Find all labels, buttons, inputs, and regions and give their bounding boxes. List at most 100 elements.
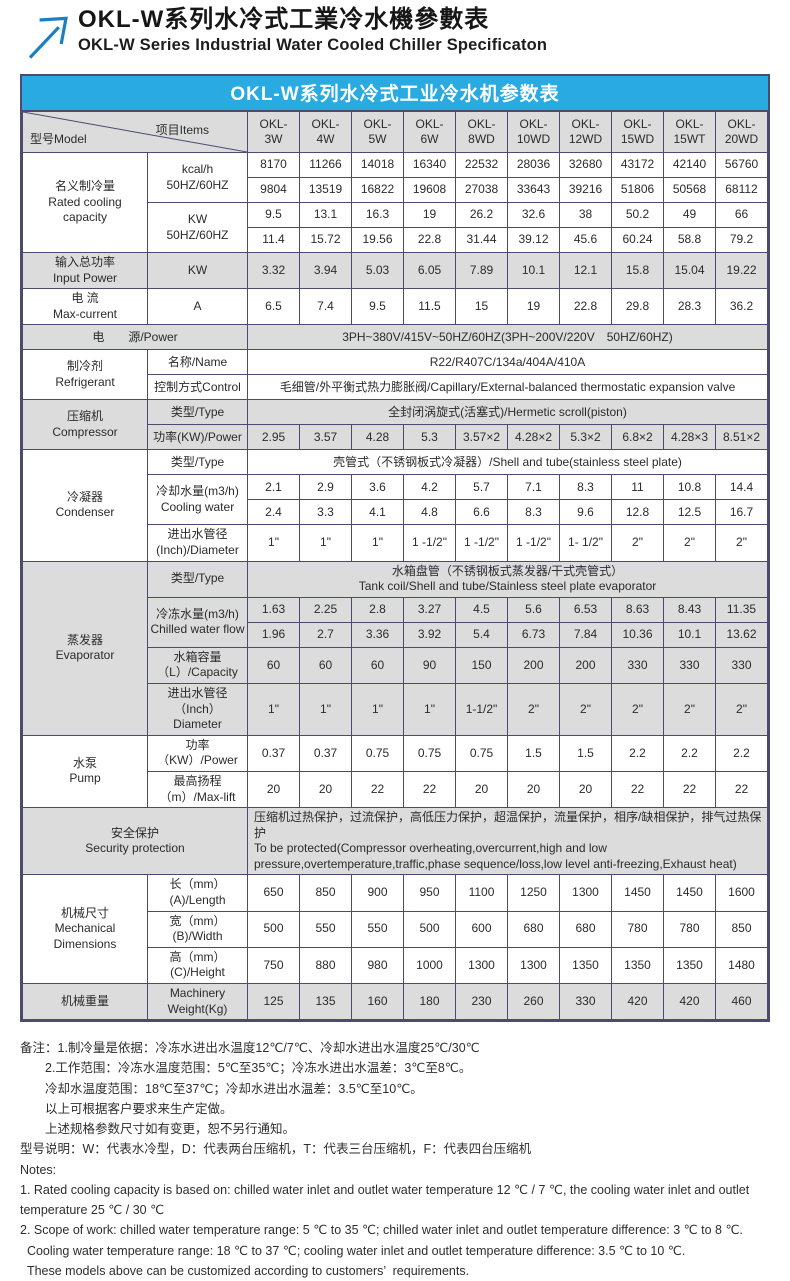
value-cell: 20 [455,770,508,809]
value-cell: 1000 [403,946,456,985]
table-row: 输入总功率 Input Power KW 3.32 3.94 5.03 6.05 7.89 1… [22,251,768,290]
value-cell: 1.96 [247,621,300,648]
value-cell: 230 [455,983,508,1021]
value-cell: 600 [455,910,508,948]
value-cell: 1" [351,682,404,736]
value-cell: 2.25 [299,596,352,623]
section-label: 输入总功率 Input Power [22,251,148,290]
table-row: 冷却水量(m3/h) Cooling water 2.1 2.9 3.6 4.2 5.7 7… [23,474,768,526]
span-value-cell: 3PH~380V/415V~50HZ/60HZ(3PH~200V/220V 50… [247,324,768,351]
note-line: temperature 25 ℃ / 30 ℃ [20,1203,165,1218]
table-row: 蒸发器 Evaporator 类型/Type 水箱盘管（不锈钢板式蒸发器/干式壳管式… [22,560,768,736]
notes-section: 备注：1.制冷量是依据：冷冻水进出水温度12℃/7℃、冷却水进出水温度25℃/3… [20,1038,770,1281]
value-cell: 5.3 [403,424,456,451]
value-cell: 27038 [455,177,508,203]
value-cell: 950 [403,874,456,912]
value-cell: 9.6 [559,499,612,526]
value-cell: 0.75 [455,734,508,772]
model-prefix: OKL- [259,117,288,131]
value-cell: 5.3×2 [559,424,612,451]
value-cell: 900 [351,874,404,912]
value-cell: 6.53 [559,596,612,623]
value-cell: 22 [715,770,768,809]
diagonal-divider-line [23,112,247,152]
value-cell: 2" [507,682,560,736]
value-cell: 2.1 [247,474,300,501]
value-cell: 15.04 [663,251,716,290]
value-cell: 1 -1/2" [403,524,456,562]
section-label: 制冷剂 Refrigerant [22,349,148,401]
model-name: 20WD [724,132,759,146]
model-prefix: OKL- [727,117,756,131]
section-label: 名义制冷量 Rated cooling capacity [22,152,148,253]
value-cell: 79.2 [715,227,768,253]
value-cell: 43172 [611,152,664,178]
model-header-cell: OKL- 6W [403,111,456,153]
table-row: 机械重量 Machinery Weight(Kg) 125 135 160 180 230 2… [22,983,768,1021]
section-label: 机械重量 [22,983,148,1021]
value-cell: 3.92 [403,621,456,648]
value-cell: 12.5 [663,499,716,526]
span-value-cell: 压缩机过热保护，过流保护，高低压力保护，超温保护，流量保护，相序/缺相保护，排气… [247,807,768,876]
model-header-cell: OKL- 10WD [507,111,560,153]
value-cell: 49 [663,202,716,228]
span-value-cell: R22/R407C/134a/404A/410A [247,349,768,376]
model-prefix: OKL- [415,117,444,131]
value-cell: 1.63 [247,596,300,623]
value-cell: 22 [663,770,716,809]
value-cell: 680 [507,910,560,948]
table-row: 水泵 Pump 功率（KW）/Power 0.37 0.37 0.75 0.75 0.75 1… [22,734,768,809]
value-cell: 14.4 [715,474,768,501]
value-cell: 1350 [559,946,612,985]
table-row: 安全保护 Security protection 压缩机过热保护，过流保护，高低压… [22,807,768,876]
value-cell: 1100 [455,874,508,912]
value-cell: 10.8 [663,474,716,501]
section-label: 冷凝器 Condenser [22,449,148,562]
item-label: 功率(KW)/Power [147,424,248,451]
value-cell: 9804 [247,177,300,203]
merged-section-label: 电 源/Power [22,324,248,351]
table-row: 进出水管径 (Inch)/Diameter 1" 1" 1" 1 -1/2" 1 -1/2… [23,524,768,562]
value-cell: 780 [611,910,664,948]
value-cell: 2.2 [611,734,664,772]
value-cell: 68112 [715,177,768,203]
value-cell: 0.75 [403,734,456,772]
span-value-cell: 水箱盘管（不锈钢板式蒸发器/干式壳管式） Tank coil/Shell and… [247,560,768,598]
value-cell: 7.4 [299,288,352,326]
value-cell: 5.6 [507,596,560,623]
note-line: 型号说明：W：代表水冷型，D：代表两台压缩机，T：代表三台压缩机，F：代表四台压… [20,1142,532,1157]
value-cell: 0.75 [351,734,404,772]
value-cell: 2" [611,682,664,736]
value-cell: 1300 [559,874,612,912]
item-label: 冷却水量(m3/h) Cooling water [147,474,248,526]
table-row: 电 源/Power 3PH~380V/415V~50HZ/60HZ(3PH~200… [22,324,768,351]
model-header-cell: OKL- 12WD [559,111,612,153]
table-row: 电 流 Max-current A 6.5 7.4 9.5 11.5 15 19 22.8 29.… [22,288,768,326]
value-cell: 20 [559,770,612,809]
item-label: 控制方式Control [147,374,248,401]
model-name: 3W [264,132,283,146]
value-cell: 10.1 [663,621,716,648]
value-cell: 1.5 [559,734,612,772]
value-cell: 32.6 [507,202,560,228]
value-cell: 56760 [715,152,768,178]
value-cell: 6.05 [403,251,456,290]
value-cell: 39216 [559,177,612,203]
model-name: 12WD [568,132,603,146]
value-cell: 42140 [663,152,716,178]
page-titles: OKL-W系列水冷式工業冷水機參數表 OKL-W Series Industri… [78,6,547,55]
value-cell: 200 [507,646,560,684]
value-cell: 9.5 [351,288,404,326]
value-cell: 1450 [611,874,664,912]
item-label: KW 50HZ/60HZ [147,202,248,253]
value-cell: 12.1 [559,251,612,290]
value-cell: 1450 [663,874,716,912]
value-cell: 0.37 [247,734,300,772]
value-cell: 15.8 [611,251,664,290]
value-cell: 4.2 [403,474,456,501]
value-cell: 180 [403,983,456,1021]
value-cell: 1- 1/2" [559,524,612,562]
model-header-cell: OKL- 15WT [663,111,716,153]
value-cell: 6.73 [507,621,560,648]
value-cell: 6.6 [455,499,508,526]
